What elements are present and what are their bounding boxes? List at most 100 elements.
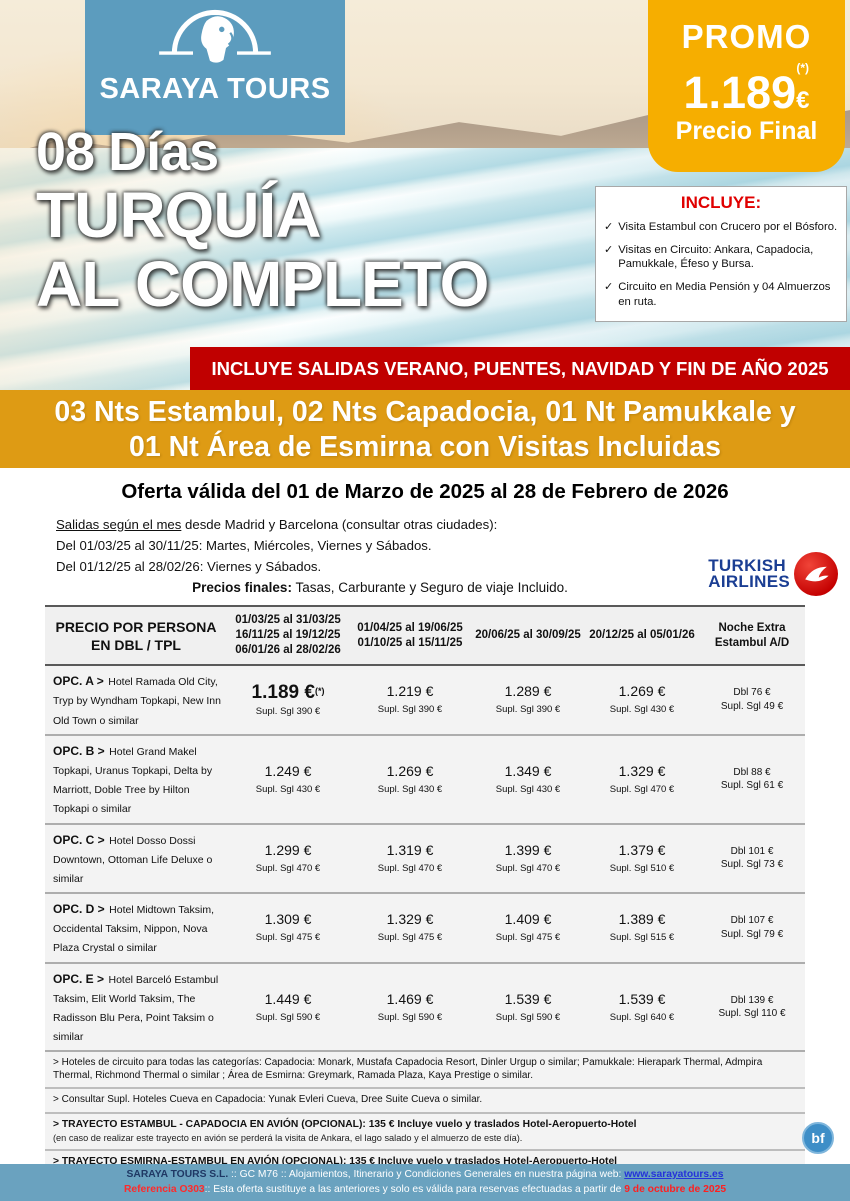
column-header: 01/03/25 al 31/03/25 16/11/25 al 19/12/2… — [227, 605, 349, 667]
price-table-body: OPC. A > Hotel Ramada Old City, Tryp by … — [45, 665, 805, 1053]
single-supplement: Supl. Sgl 390 € — [495, 704, 561, 716]
extra-night-cell: Dbl 139 € Supl. Sgl 110 € — [699, 962, 805, 1053]
column-header: 20/06/25 al 30/09/25 — [471, 605, 585, 667]
price-value: 1.379 € — [618, 841, 666, 858]
falcon-icon — [152, 4, 278, 75]
single-supplement: Supl. Sgl 590 € — [495, 1011, 561, 1023]
price-cell: 1.399 € Supl. Sgl 470 € — [471, 823, 585, 895]
price-cell: 1.329 € Supl. Sgl 470 € — [585, 734, 699, 825]
footer-line1: SARAYA TOURS S.L. :: GC M76 :: Alojamien… — [0, 1168, 850, 1183]
turkish-airlines-wordmark: TURKISH AIRLINES — [708, 555, 790, 591]
single-supplement: Supl. Sgl 470 € — [255, 862, 321, 874]
final-prices-note: Precios finales: Tasas, Carburante y Seg… — [60, 580, 700, 595]
footer-bar: SARAYA TOURS S.L. :: GC M76 :: Alojamien… — [0, 1164, 850, 1201]
footer-reference: Referencia O303 — [123, 1183, 205, 1195]
price-cell: 1.389 € Supl. Sgl 515 € — [585, 893, 699, 964]
price-value: 1.289 € — [504, 683, 552, 700]
price-value: 1.309 € — [264, 911, 312, 928]
price-cell: 1.539 € Supl. Sgl 640 € — [585, 962, 699, 1053]
option-code: OPC. C > — [53, 832, 105, 847]
departures-line1: Salidas según el mes desde Madrid y Barc… — [56, 514, 850, 535]
hotel-option-cell: OPC. A > Hotel Ramada Old City, Tryp by … — [45, 665, 227, 736]
column-header: 01/04/25 al 19/06/25 01/10/25 al 15/11/2… — [349, 605, 471, 667]
brand-name: SARAYA TOURS — [99, 73, 331, 105]
single-supplement: Supl. Sgl 390 € — [377, 704, 443, 716]
price-cell: 1.469 € Supl. Sgl 590 € — [349, 962, 471, 1053]
single-supplement: Supl. Sgl 510 € — [609, 862, 675, 874]
note-text: > TRAYECTO ESMIRNA-ESTAMBUL EN AVIÓN (OP… — [53, 1156, 618, 1168]
airline-name-line1: TURKISH — [708, 555, 786, 575]
price-cell: 1.269 € Supl. Sgl 430 € — [349, 734, 471, 825]
price-value: 1.329 € — [386, 911, 434, 928]
hero-days: 08 Días — [36, 122, 219, 182]
price-value: 1.409 € — [504, 911, 552, 928]
note-text: > Consultar Supl. Hoteles Cueva en Capad… — [53, 1094, 483, 1106]
footer-line2: Referencia O303:: Esta oferta sustituye … — [0, 1183, 850, 1198]
departures-underlined: Salidas según el mes — [56, 517, 182, 532]
price-table-row: OPC. A > Hotel Ramada Old City, Tryp by … — [45, 665, 805, 736]
single-supplement: Supl. Sgl 515 € — [609, 932, 675, 944]
column-header: 20/12/25 al 05/01/26 — [585, 605, 699, 667]
include-item-text: Visita Estambul con Crucero por el Bósfo… — [618, 221, 838, 233]
price-value: 1.389 € — [618, 911, 666, 928]
price-cell: 1.449 € Supl. Sgl 590 € — [227, 962, 349, 1053]
price-value: 1.399 € — [504, 841, 552, 858]
extra-night-cell: Dbl 76 € Supl. Sgl 49 € — [699, 665, 805, 736]
turkish-airlines-bird-icon — [794, 552, 838, 596]
price-value: 1.319 € — [386, 841, 434, 858]
extra-night-cell: Dbl 101 € Supl. Sgl 73 € — [699, 823, 805, 895]
final-prices-bold: Precios finales: — [192, 580, 292, 596]
extra-sgl-price: Supl. Sgl 79 € — [720, 928, 784, 940]
extra-dbl-price: Dbl 107 € — [730, 915, 774, 927]
extra-dbl-price: Dbl 76 € — [733, 687, 771, 699]
price-value: 1.269 € — [386, 762, 434, 779]
price-cell: 1.299 € Supl. Sgl 470 € — [227, 823, 349, 895]
price-cell: 1.189 €(*) Supl. Sgl 390 € — [227, 665, 349, 736]
includes-box: INCLUYE: ✓ Visita Estambul con Crucero p… — [595, 186, 847, 323]
price-cell: 1.249 € Supl. Sgl 430 € — [227, 734, 349, 825]
price-table-header-row: PRECIO POR PERSONA EN DBL / TPL 01/03/25 … — [45, 605, 805, 667]
price-table-row: OPC. C > Hotel Dosso Dossi Downtown, Ott… — [45, 823, 805, 895]
departures-rest: desde Madrid y Barcelona (consultar otra… — [181, 517, 498, 532]
website-link[interactable]: www.sarayatours.es — [624, 1169, 724, 1180]
checkmark-icon: ✓ — [604, 221, 614, 233]
extra-sgl-price: Supl. Sgl 61 € — [720, 780, 784, 792]
footer-line2-text: :: Esta oferta sustituye a las anteriore… — [204, 1183, 625, 1195]
red-banner: INCLUYE SALIDAS VERANO, PUENTES, NAVIDAD… — [190, 347, 850, 390]
hotel-option-cell: OPC. B > Hotel Grand Makel Topkapi, Uran… — [45, 734, 227, 825]
note-text: > TRAYECTO ESTAMBUL - CAPADOCIA EN AVIÓN… — [53, 1118, 637, 1130]
price-table-row: OPC. D > Hotel Midtown Taksim, Occidenta… — [45, 893, 805, 964]
note-row: > TRAYECTO ESTAMBUL - CAPADOCIA EN AVIÓN… — [45, 1113, 805, 1152]
footer-line1-text: :: GC M76 :: Alojamientos, Itinerario y … — [228, 1169, 625, 1180]
price-value: 1.219 € — [386, 683, 434, 700]
price-value: 1.249 € — [264, 762, 312, 779]
single-supplement: Supl. Sgl 640 € — [609, 1011, 675, 1023]
single-supplement: Supl. Sgl 430 € — [495, 783, 561, 795]
column-header: Noche Extra Estambul A/D — [699, 605, 805, 667]
bf-badge-icon: bf — [802, 1122, 834, 1154]
turkish-airlines-logo: TURKISH AIRLINES — [708, 552, 838, 596]
nights-banner-line1: 03 Nts Estambul, 02 Nts Capadocia, 01 Nt… — [54, 396, 796, 428]
include-item: ✓ Circuito en Media Pensión y 04 Almuerz… — [604, 280, 838, 309]
note-text: > Hoteles de circuito para todas las cat… — [53, 1057, 763, 1081]
single-supplement: Supl. Sgl 590 € — [377, 1011, 443, 1023]
option-code: OPC. E > — [53, 971, 105, 986]
includes-title: INCLUYE: — [680, 193, 762, 212]
price-cell: 1.219 € Supl. Sgl 390 € — [349, 665, 471, 736]
promo-price-box: PROMO (*) 1.189€ Precio Final — [648, 0, 845, 172]
note-subtext: (en caso de realizar este trayecto en av… — [53, 1132, 523, 1143]
airline-name-line2: AIRLINES — [708, 572, 790, 591]
hero-title-line2: AL COMPLETO — [36, 247, 489, 320]
footer-valid-date: 9 de octubre de 2025 — [624, 1183, 727, 1195]
departures-line2: Del 01/03/25 al 30/11/25: Martes, Miérco… — [56, 538, 432, 554]
extra-dbl-price: Dbl 88 € — [733, 766, 771, 778]
price-asterisk: (*) — [314, 685, 325, 696]
promo-final-price-label: Precio Final — [675, 117, 818, 146]
single-supplement: Supl. Sgl 430 € — [377, 783, 443, 795]
column-header: PRECIO POR PERSONA EN DBL / TPL — [45, 605, 227, 667]
single-supplement: Supl. Sgl 475 € — [255, 932, 321, 944]
include-item: ✓ Visitas en Circuito: Ankara, Capadocia… — [604, 243, 838, 272]
single-supplement: Supl. Sgl 470 € — [609, 783, 675, 795]
nights-banner-line2: 01 Nt Área de Esmirna con Visitas Inclui… — [129, 431, 721, 463]
